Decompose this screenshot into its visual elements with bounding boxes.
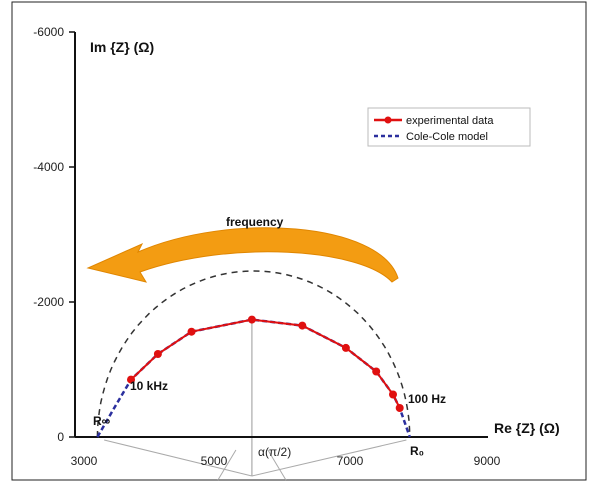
- reference-dashed-arc: [96, 270, 411, 438]
- data-point-experimental: [372, 367, 381, 376]
- x-tick-label: 9000: [474, 454, 501, 468]
- x-tick-label: 5000: [201, 454, 228, 468]
- legend-marker-experimental: [384, 116, 392, 124]
- alpha-fan-line-left: [104, 439, 253, 477]
- data-point-experimental: [298, 321, 307, 330]
- legend-label-cole-cole: Cole-Cole model: [406, 131, 488, 143]
- legend-box: [367, 107, 531, 147]
- y-axis-label: Im {Z} (Ω): [90, 39, 154, 55]
- annotation-100hz: 100 Hz: [408, 392, 446, 406]
- legend: experimental data Cole-Cole model: [367, 107, 531, 147]
- x-tick-label: 7000: [337, 454, 364, 468]
- annotation-r-zero: R₀: [410, 444, 424, 458]
- series-layer: [96, 315, 411, 438]
- x-axis-label: Re {Z} (Ω): [494, 420, 560, 436]
- frequency-arrow-icon: [86, 227, 399, 283]
- alpha-fan-line-center-right: [267, 449, 287, 481]
- data-point-experimental: [395, 404, 404, 412]
- alpha-fan-line-center-left: [217, 449, 237, 481]
- y-tick-label: 0: [57, 430, 64, 444]
- data-point-experimental: [389, 390, 397, 399]
- frequency-label: frequency: [226, 215, 284, 229]
- y-tick-label: -6000: [33, 25, 64, 39]
- data-point-experimental: [247, 315, 256, 324]
- x-tick-label: 3000: [71, 454, 98, 468]
- legend-label-experimental: experimental data: [406, 115, 494, 127]
- annotation-r-inf: R∞: [93, 414, 110, 428]
- data-point-experimental: [127, 375, 135, 384]
- annotation-alpha: α(π/2): [258, 445, 291, 459]
- alpha-fan-line-right: [251, 439, 407, 477]
- y-tick-label: -2000: [33, 295, 64, 309]
- data-point-experimental: [341, 343, 350, 352]
- data-point-experimental: [153, 350, 162, 358]
- y-tick-label: -4000: [33, 160, 64, 174]
- data-point-experimental: [187, 327, 196, 336]
- annotation-10khz: 10 kHz: [130, 379, 168, 393]
